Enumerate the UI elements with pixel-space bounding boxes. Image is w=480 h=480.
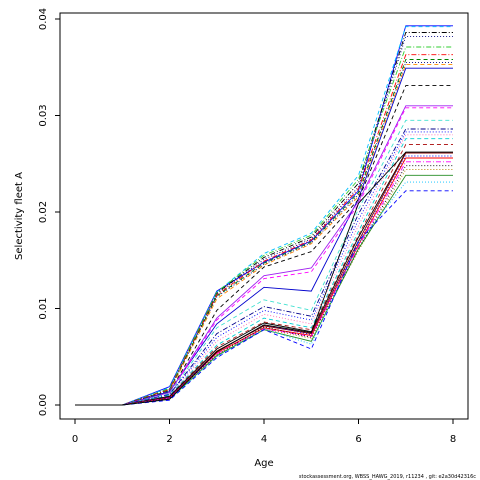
series-line [75, 107, 453, 406]
series-layer [75, 25, 453, 406]
series-line [75, 67, 453, 406]
series-line [75, 35, 453, 406]
x-axis-title: Age [254, 458, 273, 469]
y-tick-label: 0.00 [38, 394, 49, 416]
series-line [75, 85, 453, 406]
y-tick-label: 0.01 [38, 297, 49, 319]
y-axis-title: Selectivity fleet A [14, 172, 25, 260]
y-axis: 0.00 0.01 0.02 0.03 0.04 [38, 8, 60, 416]
series-line [75, 26, 453, 406]
series-line [75, 155, 453, 406]
series-line [75, 181, 453, 406]
series-line [75, 190, 453, 406]
series-line [75, 144, 453, 406]
x-tick-label: 6 [355, 434, 361, 445]
series-line [75, 174, 453, 406]
plot-frame [59, 12, 469, 420]
series-line [75, 46, 453, 406]
series-line [75, 157, 453, 406]
x-tick-label: 8 [450, 434, 456, 445]
series-line [75, 59, 453, 406]
x-tick-label: 0 [72, 434, 78, 445]
series-line [75, 54, 453, 406]
y-tick-label: 0.02 [38, 201, 49, 223]
series-line [75, 61, 453, 406]
y-tick-label: 0.04 [38, 8, 49, 30]
series-line [75, 32, 453, 406]
footer-text: stockassessment.org, WBSS_HAWG_2019, r11… [299, 474, 476, 480]
x-axis: 0 2 4 6 8 [72, 419, 456, 445]
series-line [75, 151, 453, 406]
series-line [75, 165, 453, 406]
x-tick-label: 4 [261, 434, 267, 445]
series-line [75, 161, 453, 406]
series-line [75, 63, 453, 406]
y-tick-label: 0.03 [38, 104, 49, 126]
series-line [75, 131, 453, 406]
x-tick-label: 2 [166, 434, 172, 445]
